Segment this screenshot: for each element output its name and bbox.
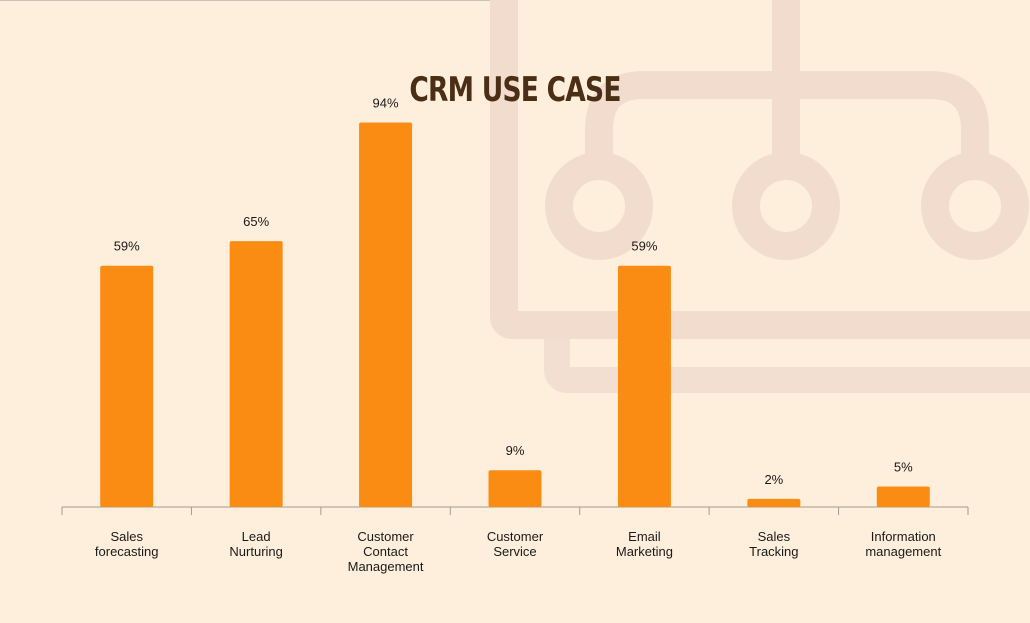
bar	[488, 470, 542, 507]
category-label-line: Service	[493, 544, 536, 559]
data-label: 9%	[506, 443, 525, 458]
data-label: 59%	[631, 239, 657, 254]
category-label-line: management	[865, 544, 941, 559]
category-label-line: Nurturing	[229, 544, 282, 559]
bar	[359, 122, 413, 507]
category-label-line: Customer	[487, 529, 544, 544]
category-label-line: Tracking	[749, 544, 798, 559]
category-label: Sales forecasting	[95, 529, 159, 559]
category-label: Lead Nurturing	[229, 529, 282, 559]
bar	[617, 265, 671, 507]
data-label: 94%	[373, 96, 399, 111]
category-label-line: Email	[628, 529, 661, 544]
bar	[876, 486, 930, 507]
chart-title: CRM USE CASE	[409, 70, 621, 110]
category-label: Customer Contact Management	[348, 529, 424, 574]
bar	[747, 498, 801, 507]
category-label-line: Sales	[110, 529, 143, 544]
bar	[229, 241, 283, 507]
category-label-line: Customer	[357, 529, 414, 544]
category-label-line: Management	[348, 559, 424, 574]
category-label: Sales Tracking	[749, 529, 798, 559]
category-label-line: Marketing	[616, 544, 673, 559]
category-label-line: Contact	[363, 544, 408, 559]
data-label: 59%	[114, 239, 140, 254]
category-label-line: Sales	[758, 529, 791, 544]
category-label-line: forecasting	[95, 544, 159, 559]
data-label: 2%	[764, 472, 783, 487]
data-label: 65%	[243, 214, 269, 229]
category-label-line: Lead	[242, 529, 271, 544]
bar	[100, 265, 154, 507]
category-label-line: Information	[871, 529, 936, 544]
category-label: Information management	[865, 529, 941, 559]
data-label: 5%	[894, 460, 913, 475]
category-label: Email Marketing	[616, 529, 673, 559]
category-label: Customer Service	[487, 529, 544, 559]
